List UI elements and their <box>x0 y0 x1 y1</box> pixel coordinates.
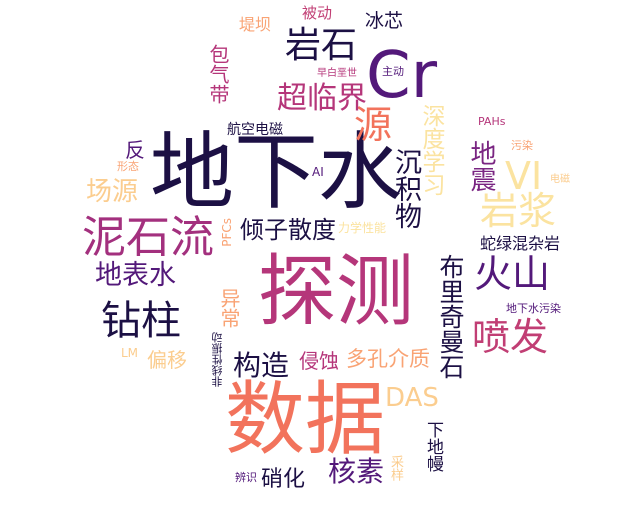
word-xiaohua: 硝化 <box>261 467 306 492</box>
word-shendu-xuexi: 深度学习 <box>418 104 444 196</box>
word-yichang: 异常 <box>217 288 241 328</box>
word-hesu: 核素 <box>328 455 385 488</box>
word-pfcs: PFCs <box>220 218 234 247</box>
word-chenjiwu: 沉积物 <box>390 148 421 229</box>
word-zaobaieshi: 早白垩世 <box>317 68 357 79</box>
word-penfa: 喷发 <box>472 315 549 359</box>
word-duokong-jiezhi: 多孔介质 <box>346 347 430 371</box>
word-zuanzhu: 钻柱 <box>101 298 181 344</box>
word-changyuan: 场源 <box>86 177 139 207</box>
word-dixiashui-wuran: 地下水污染 <box>506 302 561 315</box>
word-bingxin: 冰芯 <box>365 10 404 32</box>
word-hangkong-dianci: 航空电磁 <box>227 122 283 138</box>
word-dixiashui: 地下水 <box>150 123 403 221</box>
word-zhudong: 主动 <box>382 65 404 78</box>
word-xingtai: 形态 <box>117 160 139 173</box>
word-pianyi: 偏移 <box>147 348 187 372</box>
word-yanshi: 岩石 <box>285 25 358 66</box>
word-lixue-xingneng: 力学性能 <box>338 221 387 235</box>
word-caiyang: 采样 <box>388 455 403 481</box>
word-fan: 反 <box>125 138 145 162</box>
word-lm: LM <box>121 346 139 360</box>
word-baoqidai: 包气带 <box>206 44 230 104</box>
word-tance: 探测 <box>258 247 415 337</box>
word-dizhen: 地震 <box>466 140 496 192</box>
word-nishiliu: 泥石流 <box>82 212 214 263</box>
word-dibiaoshui: 地表水 <box>95 260 176 291</box>
word-yanjiang: 岩浆 <box>480 189 557 233</box>
word-shuju: 数据 <box>225 373 385 466</box>
word-qingzisandu: 倾子散度 <box>240 216 336 244</box>
word-gouzao: 构造 <box>233 349 290 382</box>
word-bianshi: 辨识 <box>235 471 257 484</box>
word-beidong: 被动 <box>302 4 333 22</box>
word-xiadiman: 下地幔 <box>423 421 443 472</box>
word-huoshan: 火山 <box>474 252 551 296</box>
word-diba: 堤坝 <box>239 15 272 34</box>
word-qinshi: 侵蚀 <box>299 349 339 373</box>
word-das: DAS <box>385 383 439 413</box>
word-wuran: 污染 <box>511 139 533 152</box>
word-shelv-hunzayan: 蛇绿混杂岩 <box>480 234 561 253</box>
word-ai: AI <box>312 165 324 179</box>
word-dianci: 电磁 <box>550 174 570 185</box>
word-bulijimanshi: 布里奇曼石 <box>436 254 465 379</box>
word-cr: Cr <box>366 39 437 113</box>
word-feixianxing-zhendong: 非线性振动 <box>211 332 224 387</box>
word-yuan: 源 <box>354 103 393 147</box>
word-vi: VI <box>505 154 543 198</box>
word-pahs: PAHs <box>478 115 506 128</box>
word-chaolinjie: 超临界 <box>277 81 367 116</box>
